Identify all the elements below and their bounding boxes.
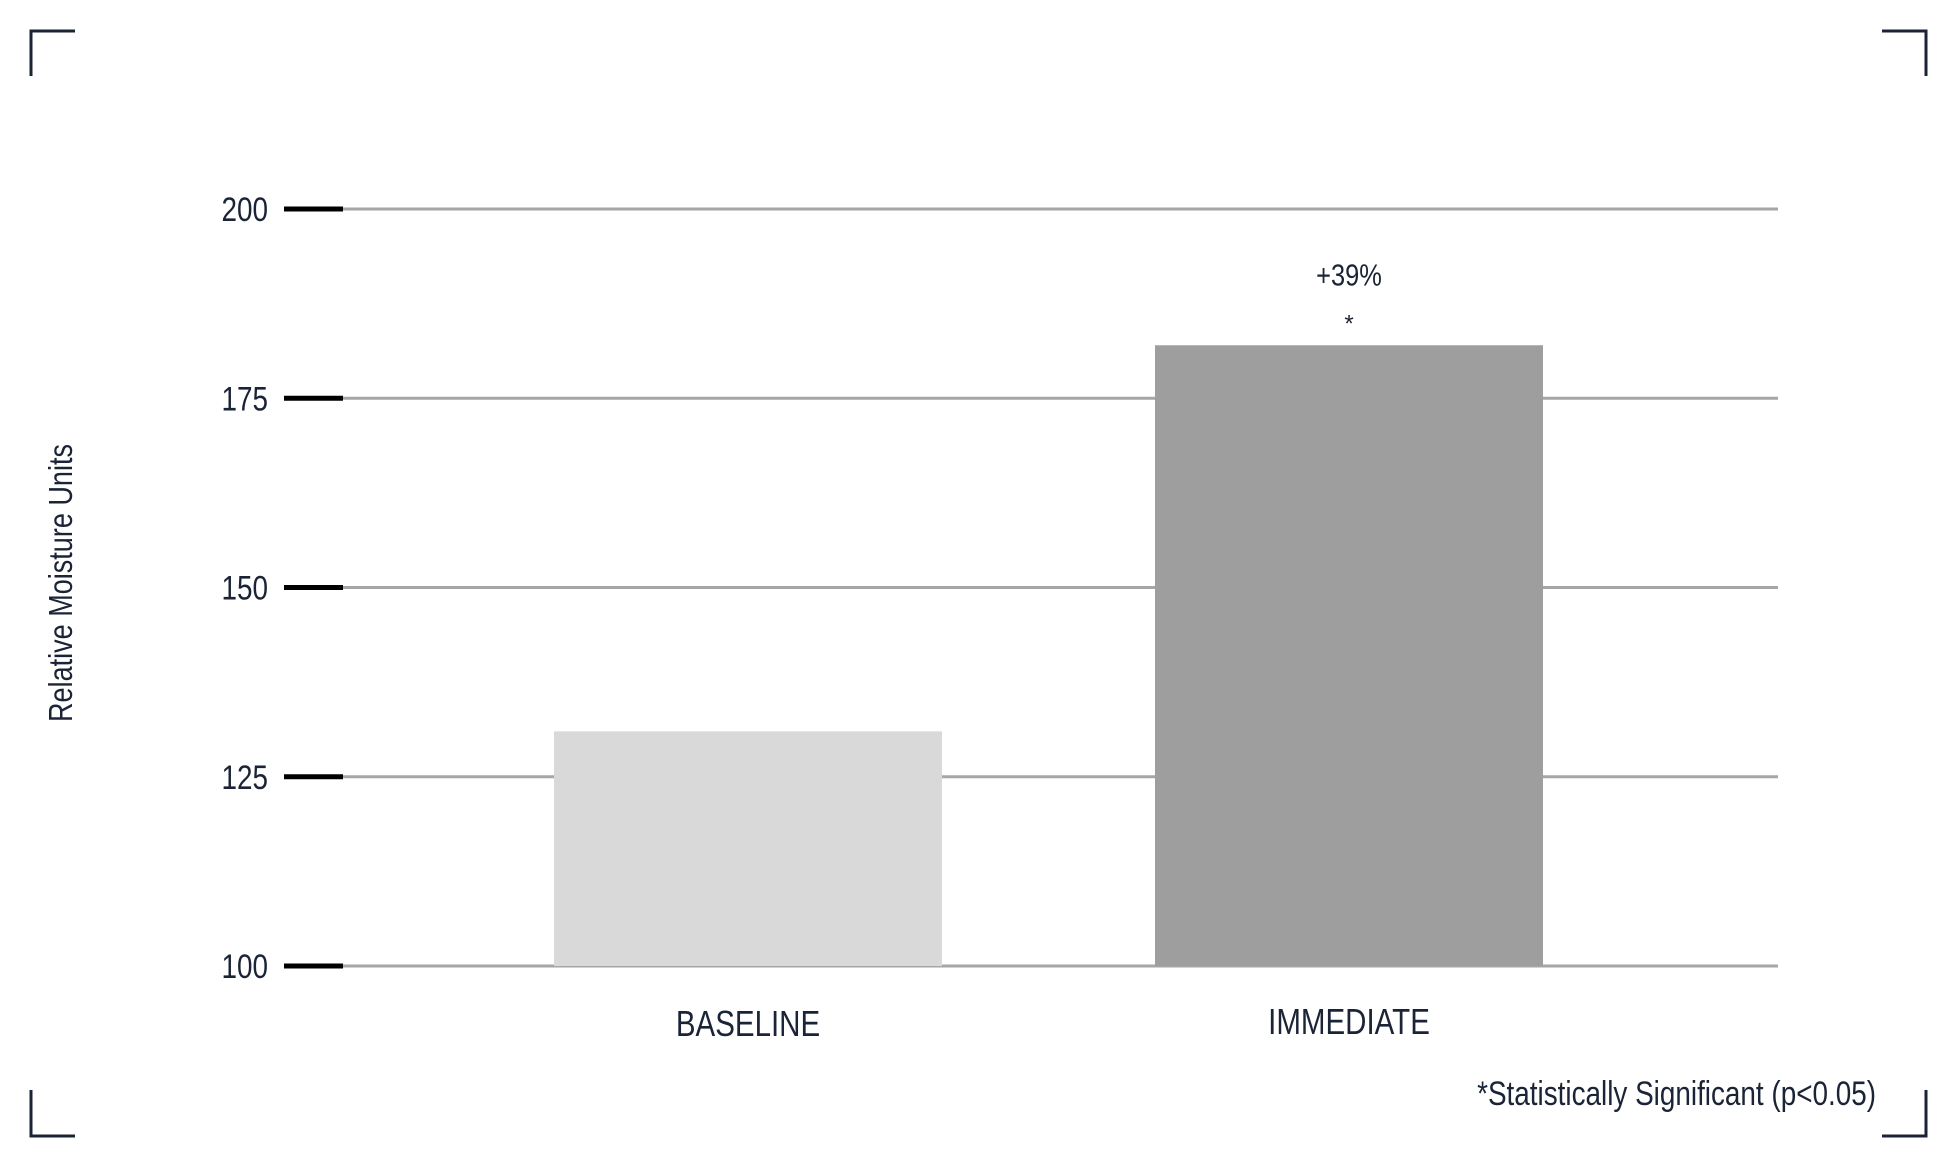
bar-baseline (554, 731, 942, 966)
y-axis-label: Relative Moisture Units (44, 444, 80, 722)
y-tick-label: 175 (221, 380, 268, 418)
footnote: *Statistically Significant (p<0.05) (1477, 1074, 1876, 1112)
y-tick-label: 150 (221, 569, 268, 607)
x-tick-label: IMMEDIATE (1268, 1001, 1430, 1041)
corner-mark-top-left (29, 29, 75, 76)
x-tick-label: BASELINE (676, 1003, 820, 1043)
corner-mark-bottom-right (1882, 1090, 1928, 1138)
corner-mark-top-right (1882, 29, 1928, 76)
y-tick-label: 200 (221, 190, 268, 228)
y-tick-label: 125 (221, 758, 268, 796)
bar-immediate (1155, 345, 1543, 966)
corner-mark-bottom-left (29, 1090, 75, 1138)
significance-mark: * (1344, 310, 1353, 337)
data-label-change: +39% (1316, 258, 1382, 293)
corner-marks (29, 29, 1928, 1138)
y-tick-label: 100 (221, 947, 268, 985)
